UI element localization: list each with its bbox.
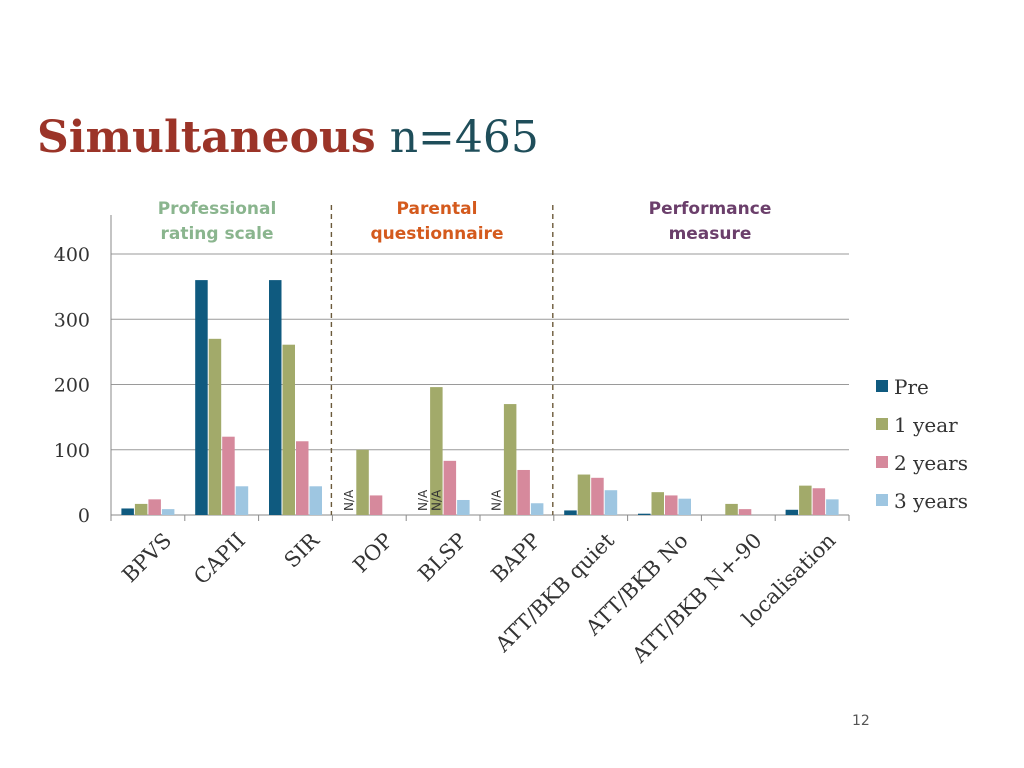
section-label: questionnaire bbox=[371, 224, 504, 244]
section-label: Professional bbox=[158, 199, 277, 219]
y-tick-label: 400 bbox=[54, 244, 90, 266]
bar bbox=[222, 436, 235, 515]
legend-swatch bbox=[876, 456, 888, 468]
section-label: rating scale bbox=[160, 224, 273, 244]
bar bbox=[638, 513, 651, 515]
bar bbox=[564, 510, 577, 515]
bar bbox=[577, 474, 591, 515]
legend-swatch bbox=[876, 494, 888, 506]
section-label: Performance bbox=[649, 199, 772, 219]
bar bbox=[591, 477, 604, 515]
y-tick-label: 0 bbox=[78, 505, 90, 527]
bar bbox=[309, 486, 322, 515]
slide-title: Simultaneous n=465 bbox=[37, 108, 539, 168]
title-main: Simultaneous bbox=[37, 112, 376, 163]
bar bbox=[812, 488, 826, 515]
title-sub: n=465 bbox=[389, 112, 539, 163]
na-label: N/A bbox=[429, 489, 443, 511]
bar bbox=[785, 509, 799, 515]
bar bbox=[826, 499, 839, 515]
bar bbox=[530, 503, 544, 515]
x-category-label: POP bbox=[348, 528, 397, 577]
x-category-label: BLSP bbox=[413, 528, 471, 586]
na-label: N/A bbox=[416, 489, 430, 511]
y-tick-label: 200 bbox=[54, 375, 90, 397]
bar bbox=[517, 469, 530, 515]
legend-label: 2 years bbox=[894, 451, 968, 475]
x-category-label: CAPII bbox=[189, 528, 250, 589]
bar bbox=[296, 441, 309, 515]
bar bbox=[604, 490, 618, 515]
legend-label: 1 year bbox=[894, 413, 958, 437]
x-category-label: BAPP bbox=[487, 528, 546, 587]
bar bbox=[121, 508, 134, 515]
y-tick-label: 300 bbox=[54, 309, 90, 331]
bar bbox=[161, 509, 175, 515]
bar bbox=[457, 499, 470, 515]
bar bbox=[356, 449, 369, 515]
bar bbox=[235, 486, 249, 515]
na-label: N/A bbox=[342, 489, 356, 511]
bar bbox=[665, 495, 678, 515]
bar bbox=[678, 498, 691, 515]
legend-swatch bbox=[876, 380, 888, 392]
bar bbox=[148, 499, 161, 515]
bar bbox=[725, 503, 738, 515]
bar bbox=[443, 460, 457, 515]
bar bbox=[738, 509, 752, 515]
section-label: measure bbox=[669, 224, 752, 244]
bar bbox=[430, 387, 443, 515]
bar bbox=[208, 338, 222, 515]
legend-label: 3 years bbox=[894, 489, 968, 513]
page-number: 12 bbox=[852, 713, 870, 729]
bar bbox=[369, 495, 383, 515]
bar bbox=[282, 344, 295, 515]
x-category-label: BPVS bbox=[117, 528, 176, 587]
bar bbox=[651, 492, 664, 515]
x-category-label: ATT/BKB N+-90 bbox=[627, 528, 767, 668]
bar bbox=[134, 503, 148, 515]
y-tick-label: 100 bbox=[54, 440, 90, 462]
bar bbox=[799, 485, 812, 515]
bar bbox=[269, 280, 282, 515]
section-label: Parental bbox=[397, 199, 478, 219]
legend-swatch bbox=[876, 418, 888, 430]
na-label: N/A bbox=[490, 489, 504, 511]
bar bbox=[195, 280, 208, 515]
bar bbox=[503, 404, 517, 515]
legend-label: Pre bbox=[894, 375, 929, 399]
x-category-label: SIR bbox=[280, 527, 325, 572]
